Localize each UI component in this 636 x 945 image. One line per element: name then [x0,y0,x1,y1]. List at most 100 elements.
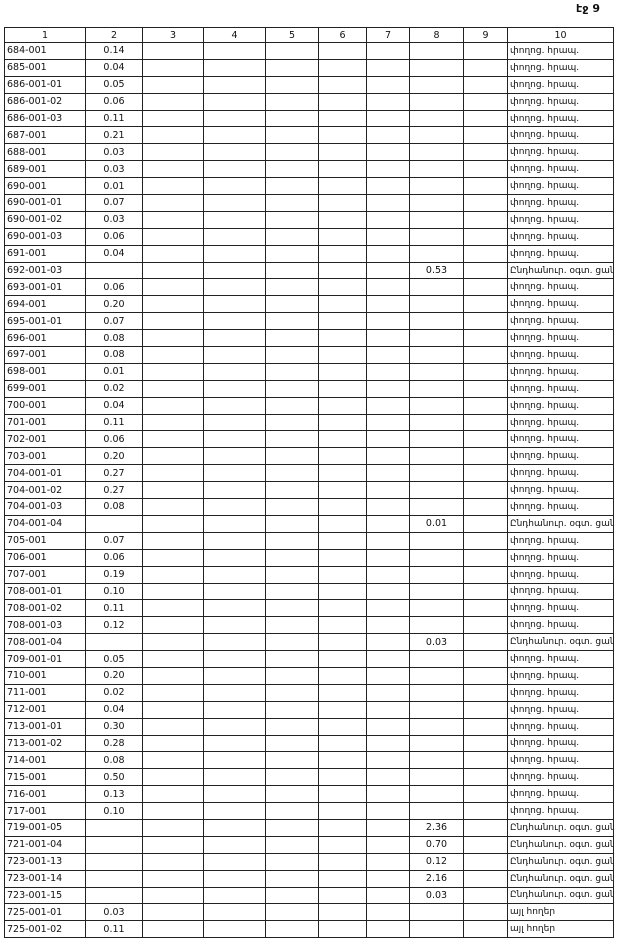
empty-cell [203,244,266,263]
table-body: 684-001 0.14 փողոց. հրապ. 685-001 0.04 փողոց.… [4,42,614,939]
cell: փողոց. հրապ. [507,616,614,635]
empty-cell [85,852,143,871]
empty-cell [203,109,266,128]
table-row: 703-001 0.20 փողոց. հրապ. [4,447,614,466]
empty-cell [318,700,367,719]
empty-cell [142,210,204,229]
empty-cell [318,362,367,381]
cell: 686-001-02 [4,92,86,111]
cell: 686-001-01 [4,75,86,94]
empty-cell [409,498,464,516]
empty-cell [265,751,319,770]
empty-cell [463,160,508,179]
empty-cell [366,700,410,719]
cell: փողոց. հրապ. [507,785,614,804]
cell: փողոց. հրապ. [507,666,614,685]
empty-cell [318,109,367,128]
empty-cell [366,396,410,415]
table-row: 692-001-03 0.53 Ընդհանուր. օգտ. ցան [4,261,614,280]
empty-cell [265,295,319,314]
empty-cell [265,329,319,348]
empty-cell [366,447,410,466]
empty-cell [318,514,367,533]
empty-cell [409,346,464,364]
empty-cell [203,362,266,381]
cell: 0.03 [85,903,143,922]
empty-cell [85,886,143,905]
empty-cell [265,126,319,145]
empty-cell [366,143,410,162]
table-row: 704-001-01 0.27 փողոց. հրապ. [4,464,614,483]
empty-cell [142,379,204,398]
cell: 723-001-13 [4,852,86,871]
empty-cell [203,852,266,871]
cell: փողոց. հրապ. [507,802,614,820]
empty-cell [463,481,508,500]
empty-cell [463,227,508,246]
empty-cell [265,565,319,584]
empty-cell [463,802,508,820]
cell: 714-001 [4,751,86,770]
cell: 723-001-15 [4,886,86,905]
empty-cell [203,835,266,854]
empty-cell [203,751,266,770]
empty-cell [265,413,319,432]
empty-cell [463,92,508,111]
empty-cell [318,413,367,432]
empty-cell [318,751,367,770]
empty-cell [463,751,508,770]
cell: 0.06 [85,227,143,246]
empty-cell [318,531,367,550]
column-header: 8 [409,27,464,43]
empty-cell [142,160,204,179]
empty-cell [318,616,367,635]
empty-cell [463,194,508,212]
empty-cell [265,481,319,500]
empty-cell [409,582,464,601]
empty-cell [366,329,410,348]
empty-cell [366,278,410,297]
empty-cell [366,802,410,820]
empty-cell [409,362,464,381]
empty-cell [409,903,464,922]
cell: 0.02 [85,683,143,702]
empty-cell [463,548,508,567]
cell: փողոց. հրապ. [507,312,614,331]
empty-cell [463,886,508,905]
empty-cell [265,278,319,297]
header-row: 1 2 3 4 5 6 7 8 9 10 [4,27,614,43]
empty-cell [85,818,143,837]
empty-cell [318,582,367,601]
empty-cell [463,514,508,533]
empty-cell [265,194,319,212]
empty-cell [409,666,464,685]
empty-cell [409,379,464,398]
empty-cell [463,920,508,939]
cell: 698-001 [4,362,86,381]
empty-cell [366,666,410,685]
empty-cell [265,143,319,162]
empty-cell [463,126,508,145]
empty-cell [85,835,143,854]
cell: փողոց. հրապ. [507,413,614,432]
cell: 725-001-02 [4,920,86,939]
empty-cell [409,329,464,348]
empty-cell [409,210,464,229]
empty-cell [409,734,464,753]
column-header: 10 [507,27,614,43]
empty-cell [366,312,410,331]
empty-cell [318,852,367,871]
table-row: 689-001 0.03 փողոց. հրապ. [4,160,614,179]
land-table: 1 2 3 4 5 6 7 8 9 10 684-001 0.14 փողոց. հրապ. 685-0… [4,27,614,939]
table-row: 704-001-02 0.27 փողոց. հրապ. [4,481,614,500]
empty-cell [409,616,464,635]
cell: 723-001-14 [4,869,86,888]
cell: փողոց. հրապ. [507,734,614,753]
cell: փողոց. հրապ. [507,210,614,229]
cell: 2.36 [409,818,464,837]
table-row: 708-001-02 0.11 փողոց. հրապ. [4,599,614,618]
empty-cell [366,514,410,533]
empty-cell [142,616,204,635]
empty-cell [409,548,464,567]
cell: 0.13 [85,785,143,804]
